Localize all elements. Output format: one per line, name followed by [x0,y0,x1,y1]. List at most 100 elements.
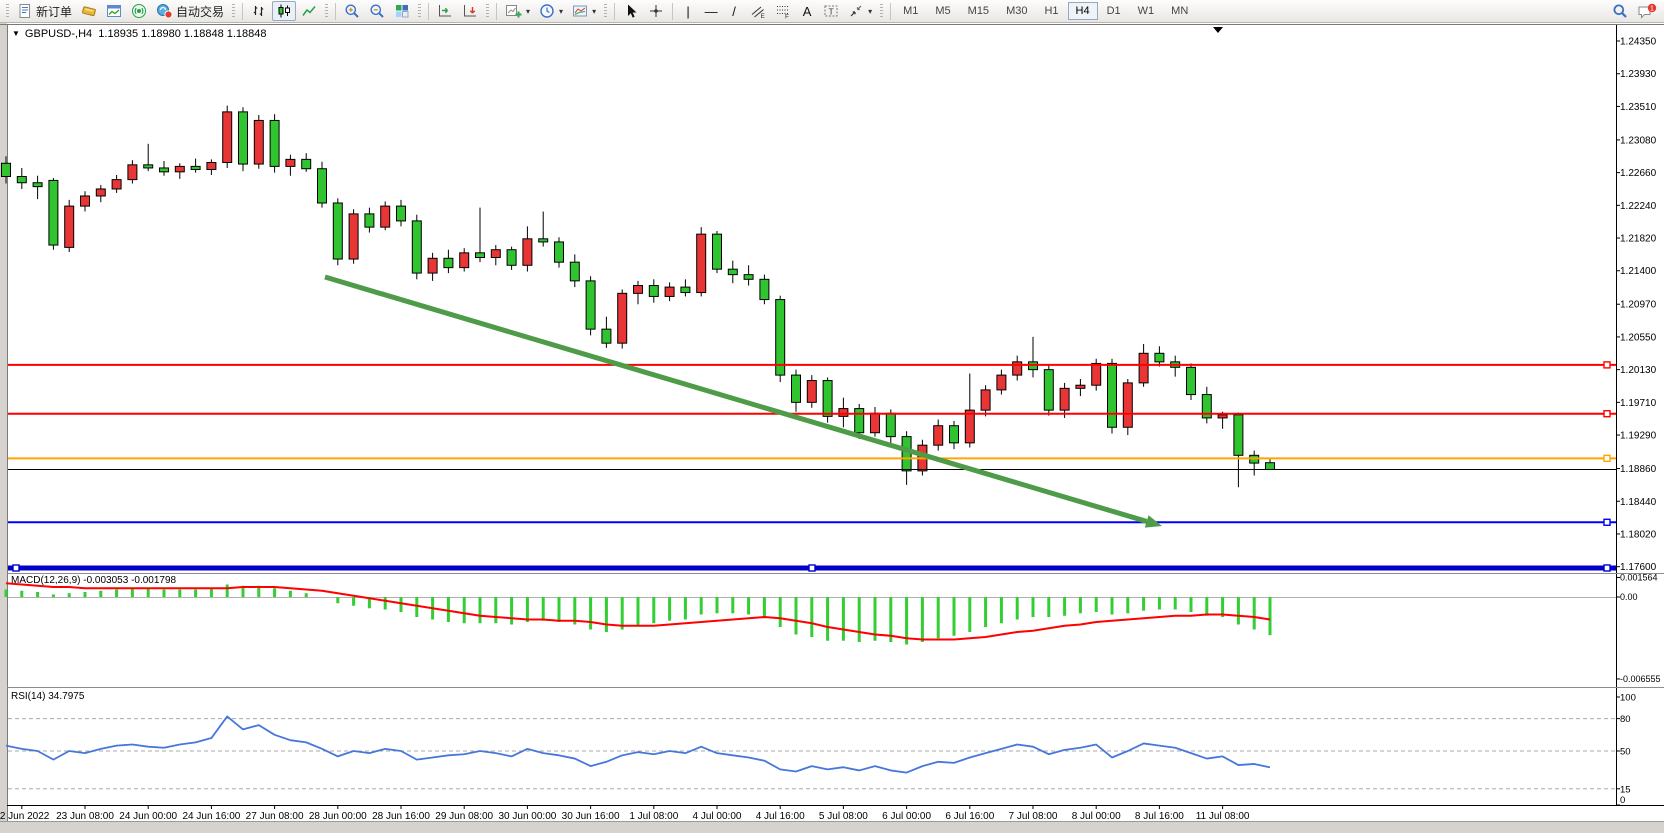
candle[interactable] [32,182,43,188]
trend-arrow-head[interactable] [1144,515,1162,528]
horizontal-line-tool-button[interactable]: — [700,1,722,21]
candle[interactable] [332,202,343,260]
symbol-dropdown-icon[interactable]: ▼ [12,29,20,38]
candle[interactable] [459,252,470,269]
candle[interactable] [933,425,944,446]
line-handle[interactable] [1603,564,1611,572]
candle[interactable] [490,249,501,259]
toolbar-grip[interactable] [418,3,422,19]
candle[interactable] [1059,387,1070,411]
candle[interactable] [190,165,201,171]
toolbar-grip[interactable] [486,3,490,19]
candle[interactable] [1217,414,1228,419]
candle[interactable] [822,380,833,417]
candle[interactable] [759,278,770,301]
timeframe-h4[interactable]: H4 [1067,2,1098,20]
candle[interactable] [727,268,738,276]
candle[interactable] [806,380,817,403]
line-handle[interactable] [1603,518,1611,526]
candle[interactable] [617,292,628,344]
candle[interactable] [901,436,912,472]
line-handle[interactable] [1603,454,1611,463]
candle[interactable] [48,179,59,246]
candle[interactable] [522,238,533,266]
candle[interactable] [411,220,422,274]
candle[interactable] [996,374,1007,391]
vertical-line-tool-button[interactable]: | [677,1,699,21]
candle[interactable] [838,408,849,417]
candle[interactable] [743,274,754,280]
line-handle[interactable] [1603,410,1611,418]
candle[interactable] [380,205,391,228]
candle[interactable] [174,165,185,173]
candle[interactable] [348,213,359,260]
candle[interactable] [1265,462,1275,470]
tile-windows-button[interactable] [390,1,414,21]
signals-button[interactable] [127,1,151,21]
line-handle[interactable] [12,564,20,572]
indicators-button[interactable]: ▾ [501,1,534,21]
candle[interactable] [80,195,90,207]
toolbar-grip[interactable] [232,3,236,19]
candle[interactable] [159,167,169,173]
arrows-tool-button[interactable]: ▾ [844,1,876,21]
candle[interactable] [712,233,722,270]
candle[interactable] [1075,384,1086,389]
text-label-tool-button[interactable]: T [819,1,843,21]
candle[interactable] [95,188,106,197]
timeframe-m1[interactable]: M1 [903,5,919,17]
candle[interactable] [269,119,280,167]
candle[interactable] [364,213,375,228]
candle[interactable] [1201,394,1212,419]
candle[interactable] [885,412,896,438]
candle[interactable] [964,409,975,444]
line-handle[interactable] [808,564,816,572]
candle[interactable] [1186,366,1196,396]
candle[interactable] [1091,362,1102,386]
auto-scroll-button[interactable] [433,1,457,21]
notifications-button[interactable]: 1 [1633,1,1661,21]
candle[interactable] [601,328,612,344]
channel-tool-button[interactable]: E [746,1,770,21]
line-chart-mode-button[interactable] [297,1,321,21]
candle[interactable] [980,389,991,411]
crosshair-tool-button[interactable] [644,1,668,21]
candle[interactable] [664,286,675,297]
candle[interactable] [1,162,11,178]
candle[interactable] [648,285,659,297]
auto-trading-button[interactable]: 自动交易 [152,1,228,21]
candle[interactable] [143,164,154,169]
candle[interactable] [301,158,312,170]
toolbar-grip[interactable] [325,3,329,19]
chart-canvas[interactable]: 1.24350 1.23930 1.23510 1.23080 1.22660 1.222… [0,23,1664,833]
candle[interactable] [949,425,959,444]
candle[interactable] [585,280,596,330]
timeframe-w1[interactable]: W1 [1137,5,1155,17]
timeframe-m30[interactable]: M30 [1006,5,1028,17]
candle[interactable] [1107,362,1117,428]
toolbar-grip[interactable] [880,3,884,19]
chart-shift-button[interactable] [458,1,482,21]
timeframe-m15[interactable]: M15 [967,5,990,17]
candle[interactable] [238,111,248,165]
chart-shift-marker[interactable] [1213,27,1223,33]
line-handle[interactable] [1603,361,1611,369]
candle[interactable] [317,168,327,204]
candle[interactable] [554,241,564,263]
toolbar-grip[interactable] [6,3,9,19]
candle[interactable] [791,374,801,403]
candle[interactable] [475,252,485,259]
fibonacci-tool-button[interactable]: F [771,1,795,21]
text-tool-button[interactable]: A [796,1,818,21]
trendline-tool-button[interactable]: / [723,1,745,21]
toolbar-grip[interactable] [604,3,608,19]
periods-button[interactable]: ▾ [535,1,567,21]
candle[interactable] [222,111,233,163]
candle[interactable] [870,412,880,434]
new-chart-window-button[interactable] [102,1,126,21]
zoom-out-button[interactable] [365,1,389,21]
zoom-in-button[interactable] [340,1,364,21]
candle[interactable] [1138,352,1149,384]
timeframe-mn[interactable]: MN [1171,5,1189,17]
candle[interactable] [1043,369,1054,411]
